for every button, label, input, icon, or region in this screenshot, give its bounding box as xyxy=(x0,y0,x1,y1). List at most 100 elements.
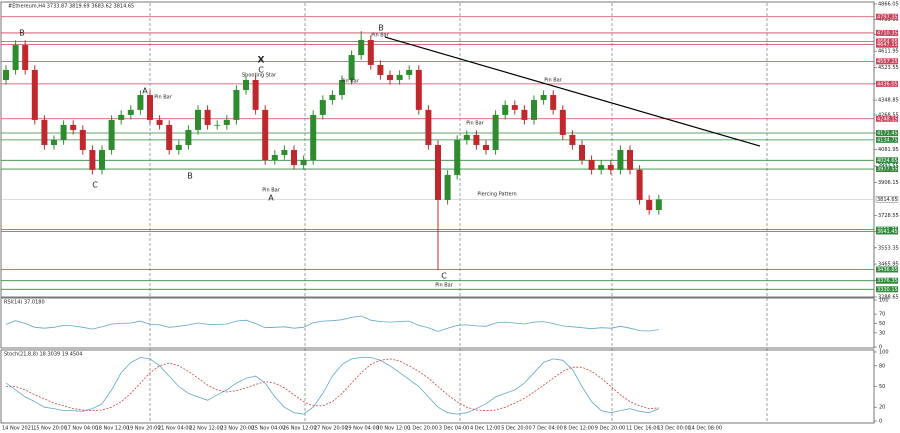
y-tick-label: 4348.85 xyxy=(878,98,899,104)
y-tick-label: 3288.65 xyxy=(878,295,899,301)
rsi-panel xyxy=(0,297,875,349)
annotation: C xyxy=(92,181,98,190)
x-tick-label: 22 Nov 12:00 xyxy=(189,426,223,432)
annotation: Pin Bar xyxy=(466,121,485,127)
y-tick-label: 4783.65 xyxy=(878,17,899,23)
x-tick-label: 9 Dec 20:00 xyxy=(595,426,625,432)
y-tick-label: 3728.55 xyxy=(878,213,899,219)
candle-body xyxy=(387,74,393,80)
candle-body xyxy=(607,165,614,170)
candle-body xyxy=(214,124,221,126)
candle-body xyxy=(3,69,9,80)
candle-body xyxy=(300,160,307,166)
level-label-box xyxy=(876,130,898,137)
y-tick-label: 50 xyxy=(879,321,885,327)
y-tick-label: 4866.05 xyxy=(878,2,899,8)
candle-body xyxy=(396,74,403,80)
candle-body xyxy=(243,79,249,91)
chart-title: #Ethereum,H4 3733.87 3819.69 3683.62 381… xyxy=(8,4,134,10)
level-label-box xyxy=(876,157,898,164)
level-label-box xyxy=(876,266,898,273)
candle-body xyxy=(655,199,662,211)
y-tick-label: 30 xyxy=(879,330,885,336)
annotation: A xyxy=(268,194,274,203)
y-tick-label: 3465.95 xyxy=(878,262,899,268)
candle-body xyxy=(137,95,144,110)
y-tick-label: 100 xyxy=(879,298,889,304)
stoch-title: Stoch(21,8,8) 18.3039 19.4504 xyxy=(4,352,82,358)
level-label: 3330.15 xyxy=(877,287,898,293)
annotation: Pin Bar xyxy=(435,283,454,289)
x-tick-label: 21 Nov 04:00 xyxy=(158,426,192,432)
candle-body xyxy=(502,105,509,115)
x-tick-label: 27 Nov 20:00 xyxy=(314,426,348,432)
y-tick-label: 50 xyxy=(879,384,885,390)
indicator-line xyxy=(6,358,659,412)
candle-body xyxy=(233,90,240,120)
level-label-box xyxy=(876,29,898,36)
annotation: A xyxy=(142,87,148,96)
x-tick-label: 3 Dec 04:00 xyxy=(439,426,469,432)
y-tick-label: 4081.95 xyxy=(878,147,899,153)
level-label: 4710.35 xyxy=(877,30,898,36)
trendline xyxy=(384,36,761,147)
candle-body xyxy=(12,45,19,70)
x-tick-label: 18 Nov 12:00 xyxy=(96,426,130,432)
level-label-box xyxy=(876,38,898,45)
y-tick-label: 20 xyxy=(879,405,885,411)
candle-body xyxy=(127,109,134,115)
x-tick-label: 30 Nov 12:00 xyxy=(376,426,410,432)
candle-body xyxy=(531,100,537,120)
level-label: 4248.15 xyxy=(877,116,898,122)
level-label: 3641.45 xyxy=(877,229,898,235)
x-tick-label: 23 Nov 20:00 xyxy=(220,426,254,432)
y-tick-label: 0 xyxy=(879,419,882,425)
candle-body xyxy=(444,174,451,200)
candle-body xyxy=(569,134,576,145)
candle-body xyxy=(271,155,278,161)
candle-body xyxy=(511,105,518,110)
level-label-box xyxy=(876,136,898,143)
candle-body xyxy=(252,79,259,110)
candle-body xyxy=(627,150,633,170)
x-tick-label: 14 Dec 08:00 xyxy=(688,426,722,432)
candle-body xyxy=(156,119,163,125)
candle-body xyxy=(646,199,653,211)
candle-body xyxy=(262,109,269,161)
candle-body xyxy=(99,150,105,170)
last-price-label: 3814.65 xyxy=(877,197,898,203)
candle-body xyxy=(118,114,125,120)
level-label-box xyxy=(876,13,898,20)
candle-body xyxy=(550,95,557,110)
candle-body xyxy=(166,124,173,151)
candle-body xyxy=(377,64,384,75)
y-tick-label: 80 xyxy=(879,363,885,369)
x-tick-label: 15 Nov 20:00 xyxy=(33,426,67,432)
level-label-box xyxy=(876,80,898,87)
level-label: 4171.45 xyxy=(877,131,898,137)
candle-body xyxy=(310,114,317,161)
y-tick-label: 4523.55 xyxy=(878,65,899,71)
annotation: Pin Bar xyxy=(154,95,173,101)
candle-body xyxy=(195,109,201,130)
candle-body xyxy=(22,45,29,70)
candle-body xyxy=(185,129,192,145)
annotation: Piercing Pattern xyxy=(477,192,516,198)
annotation: B xyxy=(378,24,384,33)
candle-body xyxy=(579,144,585,161)
candle-body xyxy=(367,40,374,65)
y-tick-label: 3553.35 xyxy=(878,245,899,251)
annotation: Pin Bar xyxy=(544,78,563,84)
candle-body xyxy=(319,100,326,115)
annotation: Pin Bar xyxy=(371,33,390,39)
level-label-box xyxy=(876,277,898,284)
annotation: X xyxy=(258,56,265,66)
candle-body xyxy=(348,55,355,80)
candle-body xyxy=(435,144,441,200)
y-tick-label: 3906.15 xyxy=(878,180,899,186)
candle-body xyxy=(223,119,230,125)
annotation: B xyxy=(187,172,193,181)
x-tick-label: 8 Dec 12:00 xyxy=(564,426,594,432)
indicator-line xyxy=(5,315,659,332)
